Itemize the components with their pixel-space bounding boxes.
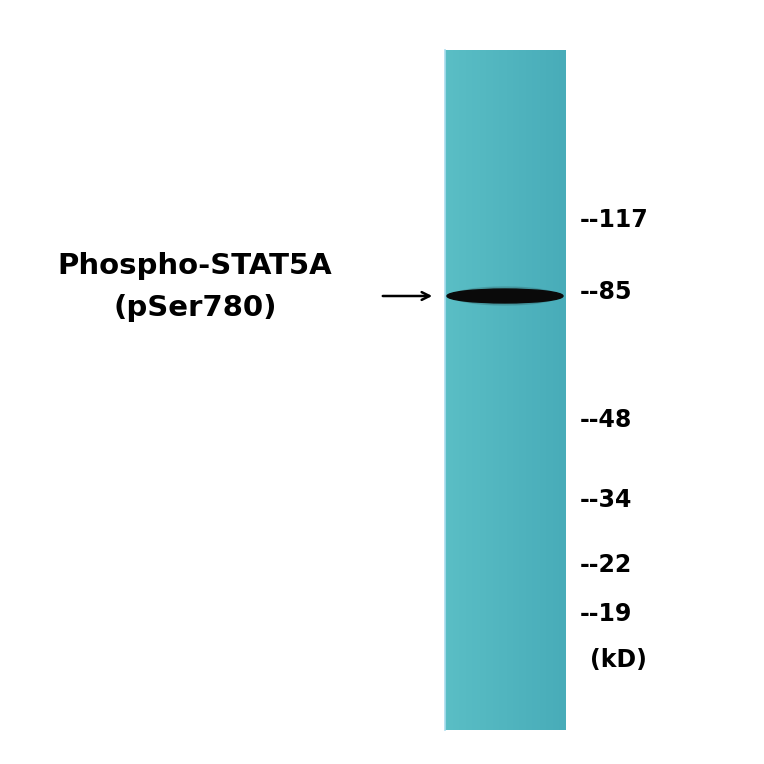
Bar [449, 50, 452, 730]
Bar [520, 50, 522, 730]
Bar [497, 50, 500, 730]
Text: (kD): (kD) [590, 648, 647, 672]
Bar [539, 50, 542, 730]
Bar [455, 50, 458, 730]
Bar [465, 50, 467, 730]
Bar [490, 50, 492, 730]
Bar [494, 50, 497, 730]
Bar [508, 50, 510, 730]
Bar [513, 50, 514, 730]
Bar [558, 50, 559, 730]
Bar [561, 50, 562, 730]
Bar [458, 50, 461, 730]
Bar [463, 50, 465, 730]
Bar [448, 50, 450, 730]
Bar [556, 50, 558, 730]
Bar [564, 50, 565, 730]
Bar [533, 50, 536, 730]
Bar [525, 50, 526, 730]
Bar [549, 50, 551, 730]
Text: --34: --34 [580, 488, 633, 512]
Bar [519, 50, 520, 730]
Bar [555, 50, 556, 730]
Bar [485, 50, 487, 730]
Bar [502, 50, 504, 730]
Bar [552, 50, 553, 730]
Bar [484, 50, 486, 730]
Bar [544, 50, 546, 730]
Bar [451, 50, 453, 730]
Ellipse shape [447, 289, 563, 303]
Bar [468, 50, 470, 730]
Text: Phospho-STAT5A: Phospho-STAT5A [58, 252, 332, 280]
Bar [446, 50, 448, 730]
Text: --85: --85 [580, 280, 633, 304]
Bar [469, 50, 471, 730]
Bar [522, 50, 523, 730]
Bar [478, 50, 480, 730]
Bar [535, 50, 537, 730]
Bar [493, 50, 495, 730]
Bar [491, 50, 494, 730]
Bar [511, 50, 513, 730]
Bar [532, 50, 534, 730]
Bar [541, 50, 543, 730]
Text: --22: --22 [580, 553, 633, 577]
Bar [536, 50, 539, 730]
Bar [460, 50, 462, 730]
Bar [487, 50, 489, 730]
Bar [562, 50, 564, 730]
Bar [472, 50, 474, 730]
Bar [457, 50, 459, 730]
Bar [452, 50, 455, 730]
Bar [445, 50, 447, 730]
Bar [550, 50, 552, 730]
Bar [496, 50, 498, 730]
Bar [481, 50, 483, 730]
Bar [488, 50, 490, 730]
Ellipse shape [453, 290, 557, 302]
Bar [483, 50, 484, 730]
Bar [499, 50, 501, 730]
Bar [545, 50, 548, 730]
Text: --48: --48 [580, 408, 633, 432]
Bar [530, 50, 533, 730]
Bar [527, 50, 529, 730]
Bar [507, 50, 509, 730]
Bar [526, 50, 528, 730]
Bar [529, 50, 531, 730]
Bar [500, 50, 503, 730]
Bar [461, 50, 464, 730]
Text: --117: --117 [580, 208, 649, 232]
Bar [503, 50, 506, 730]
Bar [538, 50, 540, 730]
Ellipse shape [453, 287, 557, 305]
Bar [517, 50, 519, 730]
Bar [477, 50, 478, 730]
Bar [523, 50, 525, 730]
Text: (pSer780): (pSer780) [113, 294, 277, 322]
Bar [516, 50, 517, 730]
Bar [547, 50, 549, 730]
Bar [559, 50, 561, 730]
Bar [553, 50, 555, 730]
Bar [454, 50, 456, 730]
Bar [471, 50, 472, 730]
Bar [474, 50, 475, 730]
Bar [466, 50, 468, 730]
Bar [505, 50, 507, 730]
Bar [475, 50, 477, 730]
Text: --19: --19 [580, 602, 633, 626]
Bar [510, 50, 512, 730]
Bar [514, 50, 516, 730]
Bar [480, 50, 481, 730]
Bar [542, 50, 545, 730]
